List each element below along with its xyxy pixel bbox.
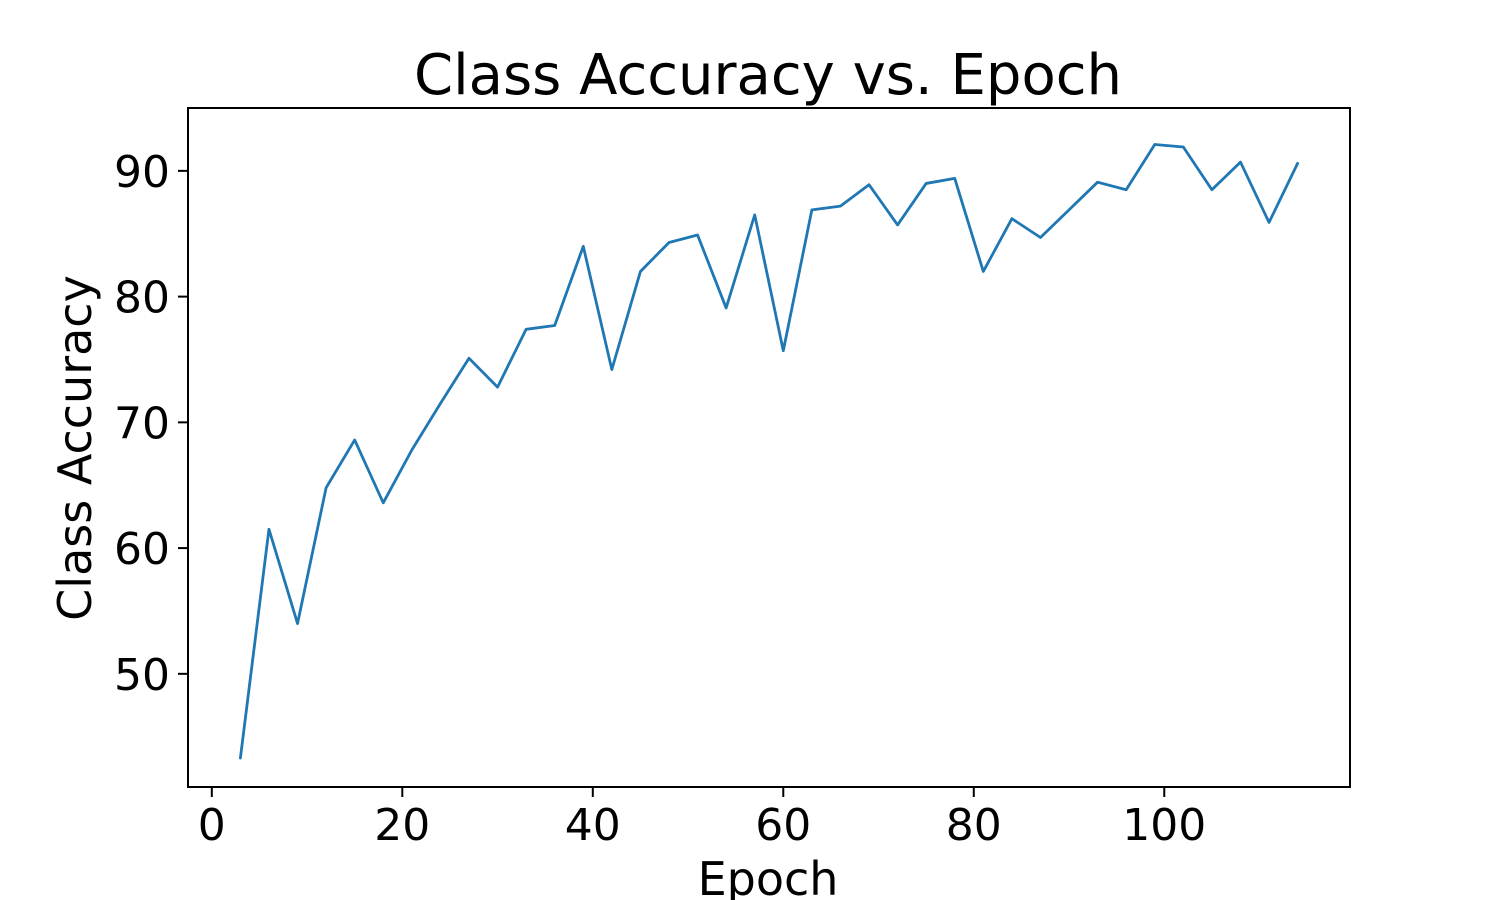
chart-text: Class Accuracy vs. Epoch Epoch Class Acc… (48, 43, 1122, 900)
series-line-0 (238, 143, 1300, 760)
plot-frame (187, 107, 1351, 788)
series-layer (238, 143, 1300, 760)
y-tick-label: 70 (114, 398, 170, 449)
x-tick-label: 80 (946, 800, 1002, 851)
x-tick-label: 40 (565, 800, 621, 851)
x-tick-label: 60 (755, 800, 811, 851)
chart-title: Class Accuracy vs. Epoch (414, 43, 1122, 108)
axes: 0 20 40 60 80 100 50 60 70 80 90 (114, 107, 1351, 851)
y-axis-label: Class Accuracy (48, 275, 102, 621)
y-tick-label: 50 (114, 650, 170, 701)
x-tick-label: 100 (1122, 800, 1206, 851)
y-tick-label: 60 (114, 524, 170, 575)
x-axis-label: Epoch (698, 852, 839, 900)
y-tick-label: 90 (114, 147, 170, 198)
x-tick-label: 20 (374, 800, 430, 851)
y-tick-label: 80 (114, 273, 170, 324)
x-tick-label: 0 (198, 800, 226, 851)
